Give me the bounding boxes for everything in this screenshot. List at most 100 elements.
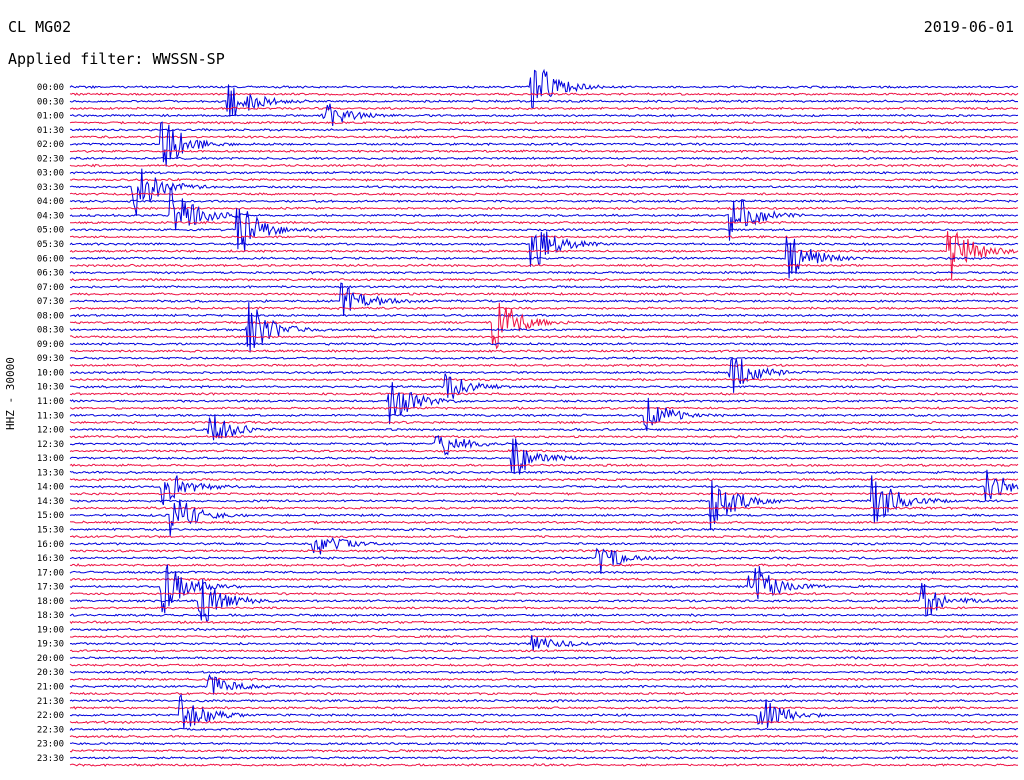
trace-row-46 (69, 397, 1019, 432)
trace-row-56 (69, 469, 1019, 506)
trace-row-12 (69, 170, 1019, 175)
trace-row-17 (69, 206, 1019, 211)
time-tick-label: 06:30 (37, 269, 64, 279)
trace-row-53 (69, 463, 1019, 468)
trace-row-51 (69, 448, 1019, 453)
trace-row-62 (69, 527, 1019, 532)
trace-row-22 (69, 231, 1019, 267)
trace-row-48 (69, 414, 1019, 441)
time-tick-label: 04:30 (37, 211, 64, 221)
trace-row-40 (69, 356, 1019, 393)
trace-row-37 (69, 349, 1019, 353)
filter-label: Applied filter: WWSSN-SP (8, 50, 225, 68)
trace-row-72 (69, 578, 1019, 623)
trace-row-14 (69, 168, 1019, 216)
time-tick-label: 21:00 (37, 682, 64, 692)
time-tick-label: 04:00 (37, 197, 64, 207)
time-tick-label: 11:00 (37, 397, 64, 407)
trace-row-20 (69, 208, 1019, 252)
trace-row-24 (69, 236, 1019, 279)
time-tick-label: 14:00 (37, 483, 64, 493)
trace-row-44 (69, 382, 1019, 425)
time-tick-label: 12:00 (37, 426, 64, 436)
trace-row-8 (70, 121, 1019, 167)
trace-row-94 (69, 756, 1019, 760)
time-tick-label: 13:30 (37, 468, 64, 478)
time-tick-label: 01:00 (37, 112, 64, 122)
time-tick-label: 23:30 (37, 754, 64, 764)
trace-row-60 (69, 499, 1019, 536)
trace-row-31 (69, 306, 1019, 311)
trace-row-52 (69, 438, 1019, 475)
time-tick-label: 17:00 (37, 568, 64, 578)
time-tick-label: 10:30 (37, 383, 64, 393)
trace-row-85 (69, 691, 1019, 696)
trace-row-30 (69, 282, 1019, 317)
time-tick-label: 14:30 (37, 497, 64, 507)
trace-row-29 (70, 291, 1019, 296)
time-tick-label: 19:00 (37, 625, 64, 635)
time-tick-label: 18:30 (37, 611, 64, 621)
trace-row-66 (69, 547, 1019, 574)
time-tick-label: 19:30 (37, 640, 64, 650)
time-tick-label: 05:00 (37, 226, 64, 236)
trace-row-50 (69, 435, 1019, 456)
trace-row-23 (69, 231, 1019, 280)
trace-row-16 (69, 199, 1019, 204)
trace-row-82 (69, 670, 1019, 675)
time-tick-label: 02:00 (37, 140, 64, 150)
time-tick-label: 08:00 (37, 311, 64, 321)
trace-row-63 (69, 534, 1019, 539)
trace-row-18 (69, 185, 1018, 241)
date-label: 2019-06-01 (923, 18, 1014, 36)
trace-row-41 (69, 377, 1019, 382)
trace-row-71 (69, 591, 1019, 596)
trace-row-64 (69, 536, 1018, 555)
trace-row-65 (69, 548, 1019, 553)
trace-row-70 (69, 564, 1019, 614)
trace-row-15 (69, 192, 1019, 196)
time-tick-label: 10:00 (37, 368, 64, 378)
trace-row-93 (69, 748, 1019, 753)
trace-row-26 (69, 270, 1019, 275)
trace-row-35 (69, 334, 1019, 339)
trace-row-78 (69, 634, 1019, 652)
trace-row-90 (69, 727, 1019, 732)
trace-row-10 (69, 156, 1019, 161)
trace-row-69 (69, 577, 1019, 582)
trace-row-75 (69, 620, 1019, 625)
time-tick-label: 20:30 (37, 668, 64, 678)
time-tick-label: 15:00 (37, 511, 64, 521)
trace-row-79 (69, 648, 1019, 653)
trace-row-61 (69, 520, 1019, 525)
trace-row-67 (69, 563, 1019, 568)
trace-row-74 (69, 613, 1019, 618)
trace-row-11 (69, 163, 1019, 168)
trace-row-91 (69, 734, 1019, 739)
trace-row-81 (69, 663, 1019, 668)
time-tick-label: 23:00 (37, 740, 64, 750)
trace-group (69, 68, 1019, 767)
trace-row-54 (69, 470, 1019, 475)
trace-row-28 (69, 284, 1019, 289)
trace-row-92 (69, 741, 1019, 746)
trace-row-95 (69, 763, 1018, 767)
trace-row-87 (69, 705, 1019, 710)
time-tick-label: 07:30 (37, 297, 64, 307)
time-tick-label: 00:30 (37, 97, 64, 107)
time-tick-label: 18:00 (37, 597, 64, 607)
time-tick-label: 17:30 (37, 583, 64, 593)
trace-row-89 (69, 720, 1019, 725)
trace-row-84 (69, 673, 1019, 695)
trace-row-34 (69, 302, 1019, 353)
trace-row-59 (70, 506, 1019, 510)
trace-row-83 (69, 677, 1019, 682)
trace-row-5 (69, 120, 1019, 125)
trace-row-38 (69, 356, 1019, 361)
trace-row-19 (69, 220, 1019, 225)
trace-row-80 (69, 656, 1019, 660)
time-tick-label: 22:00 (37, 711, 64, 721)
trace-row-2 (69, 84, 1019, 117)
trace-row-43 (69, 391, 1019, 396)
